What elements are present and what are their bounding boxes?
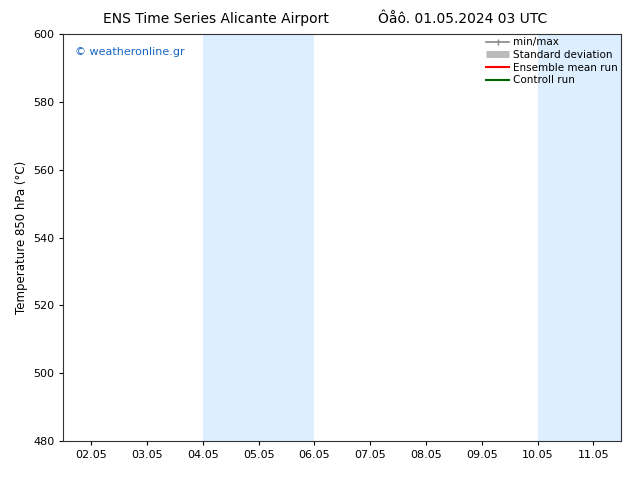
Text: ENS Time Series Alicante Airport: ENS Time Series Alicante Airport — [103, 12, 328, 26]
Text: © weatheronline.gr: © weatheronline.gr — [75, 47, 184, 56]
Text: Ôåô. 01.05.2024 03 UTC: Ôåô. 01.05.2024 03 UTC — [378, 12, 547, 26]
Bar — [538, 34, 621, 441]
Legend: min/max, Standard deviation, Ensemble mean run, Controll run: min/max, Standard deviation, Ensemble me… — [484, 35, 620, 87]
Bar — [203, 34, 314, 441]
Y-axis label: Temperature 850 hPa (°C): Temperature 850 hPa (°C) — [15, 161, 27, 314]
